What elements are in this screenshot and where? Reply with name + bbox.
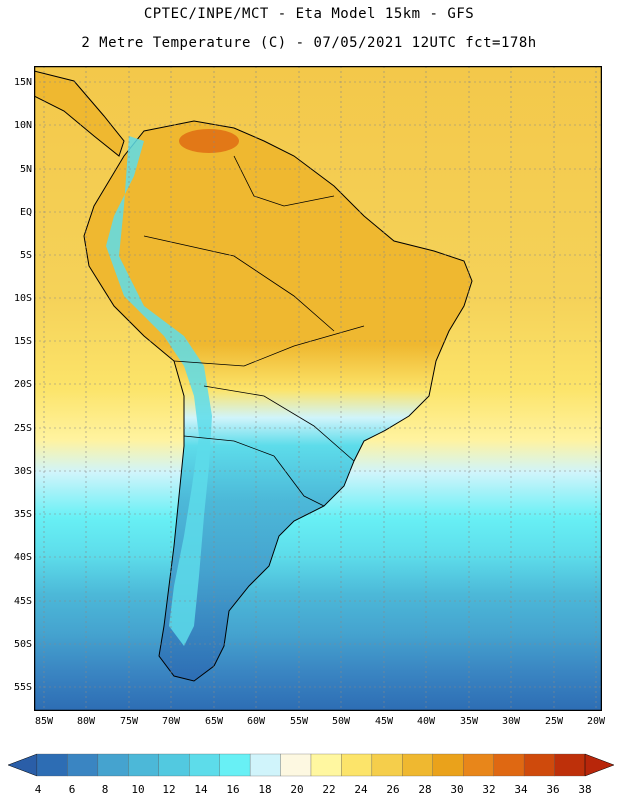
colorbar-swatches xyxy=(36,753,586,777)
colorbar-label: 20 xyxy=(290,783,304,796)
colorbar-label: 16 xyxy=(226,783,240,796)
lat-label: 10N xyxy=(13,120,32,131)
lon-label: 55W xyxy=(289,716,309,727)
colorbar-swatch xyxy=(463,753,494,777)
venezuela-hot-area xyxy=(179,129,239,153)
colorbar-swatch xyxy=(523,753,555,777)
map-title-line-1: CPTEC/INPE/MCT - Eta Model 15km - GFS xyxy=(143,6,475,22)
colorbar-swatch xyxy=(310,753,342,777)
lat-label: 55S xyxy=(13,682,32,693)
lon-label: 45W xyxy=(374,716,394,727)
lat-label: 10S xyxy=(13,293,32,304)
colorbar-label: 6 xyxy=(68,783,76,796)
colorbar-swatch xyxy=(402,753,433,777)
colorbar-label: 10 xyxy=(131,783,145,796)
colorbar-label: 26 xyxy=(386,783,400,796)
colorbar-swatch xyxy=(128,753,159,777)
lat-label: 50S xyxy=(13,639,32,650)
lat-label: 40S xyxy=(13,552,32,563)
colorbar-label: 38 xyxy=(578,783,592,796)
lon-label: 30W xyxy=(501,716,521,727)
lon-label: 60W xyxy=(246,716,266,727)
colorbar-swatch xyxy=(554,753,586,777)
colorbar-swatch xyxy=(189,753,220,777)
lat-label: 45S xyxy=(13,596,32,607)
lat-label: 25S xyxy=(13,423,32,434)
colorbar-swatch xyxy=(219,753,251,777)
colorbar-label: 8 xyxy=(101,783,109,796)
colorbar-swatch xyxy=(158,753,190,777)
colorbar-swatch xyxy=(97,753,129,777)
colorbar-label: 24 xyxy=(354,783,368,796)
colorbar-label: 32 xyxy=(482,783,496,796)
lon-label: 50W xyxy=(331,716,351,727)
lat-label: 5S xyxy=(19,250,32,261)
colorbar-swatch xyxy=(249,753,281,777)
lon-label: 70W xyxy=(161,716,181,727)
colorbar-swatch xyxy=(341,753,373,777)
lon-label: 40W xyxy=(416,716,436,727)
colorbar-label: 22 xyxy=(322,783,336,796)
colorbar-left-tip xyxy=(7,753,38,777)
lon-label: 65W xyxy=(204,716,224,727)
colorbar-label: 14 xyxy=(194,783,208,796)
lat-label: 15S xyxy=(13,336,32,347)
colorbar-swatch xyxy=(432,753,464,777)
lat-label: 5N xyxy=(19,164,32,175)
colorbar-swatch xyxy=(371,753,403,777)
temperature-map xyxy=(34,66,602,711)
colorbar-swatch xyxy=(493,753,525,777)
colorbar-swatch xyxy=(36,753,68,777)
lon-label: 20W xyxy=(586,716,606,727)
colorbar-swatch xyxy=(280,753,312,777)
colorbar-label: 36 xyxy=(546,783,560,796)
lon-label: 75W xyxy=(119,716,139,727)
colorbar xyxy=(7,753,615,777)
lat-label: 20S xyxy=(13,379,32,390)
lat-label: 15N xyxy=(13,77,32,88)
lon-label: 85W xyxy=(34,716,54,727)
colorbar-label: 4 xyxy=(34,783,42,796)
colorbar-label: 18 xyxy=(258,783,272,796)
country-borders xyxy=(143,155,365,507)
colorbar-swatch xyxy=(67,753,99,777)
colorbar-label: 30 xyxy=(450,783,464,796)
lon-label: 80W xyxy=(76,716,96,727)
lon-label: 35W xyxy=(459,716,479,727)
lon-label: 25W xyxy=(544,716,564,727)
lat-label: EQ xyxy=(19,207,32,218)
lat-label: 35S xyxy=(13,509,32,520)
colorbar-label: 12 xyxy=(162,783,176,796)
colorbar-right-tip xyxy=(584,753,615,777)
map-title-line-2: 2 Metre Temperature (C) - 07/05/2021 12U… xyxy=(81,35,537,51)
colorbar-label: 34 xyxy=(514,783,528,796)
map-frame xyxy=(34,66,602,711)
lat-label: 30S xyxy=(13,466,32,477)
colorbar-label: 28 xyxy=(418,783,432,796)
